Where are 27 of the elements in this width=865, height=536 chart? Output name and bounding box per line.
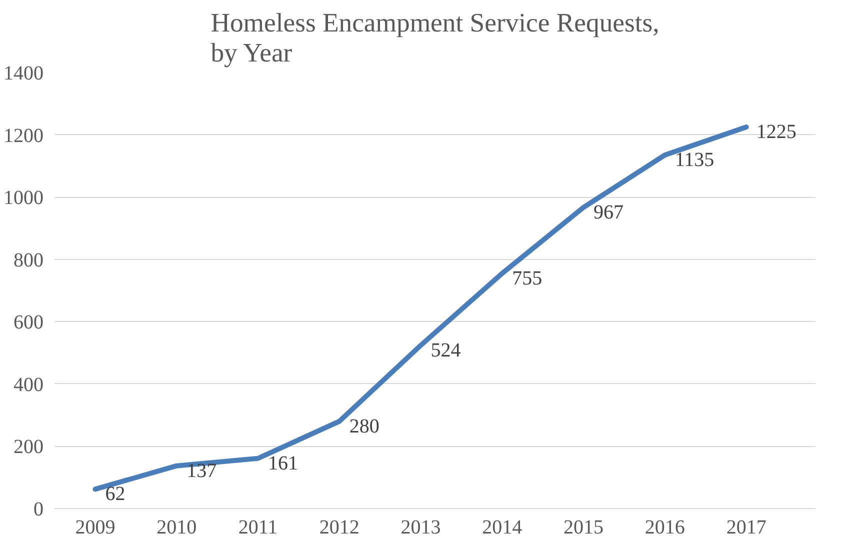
- data-label: 1135: [674, 149, 714, 172]
- x-tick-label: 2017: [726, 516, 766, 536]
- data-label: 1225: [756, 121, 796, 143]
- data-label: 161: [268, 452, 298, 474]
- y-tick-label: 0: [34, 498, 44, 520]
- x-tick-label: 2011: [238, 516, 278, 536]
- y-tick-label: 800: [14, 249, 44, 272]
- data-label: 62: [105, 483, 126, 506]
- x-tick-label: 2014: [482, 516, 522, 536]
- x-tick-label: 2015: [564, 516, 604, 536]
- x-tick-label: 2013: [400, 516, 441, 536]
- x-tick-label: 2009: [75, 516, 116, 536]
- x-tick-label: 2012: [319, 516, 360, 536]
- x-tick-label: 2010: [156, 516, 197, 536]
- data-label: 137: [186, 460, 217, 482]
- y-tick-label: 1200: [4, 124, 44, 147]
- data-label: 524: [430, 339, 461, 362]
- data-label: 967: [594, 201, 624, 224]
- x-tick-label: 2016: [644, 516, 685, 536]
- data-label: 280: [349, 415, 380, 438]
- y-tick-label: 600: [14, 312, 44, 334]
- chart-title: Homeless Encampment Service Requests, by Year: [210, 8, 660, 68]
- y-tick-label: 400: [14, 374, 44, 396]
- y-tick-label: 1000: [4, 187, 44, 210]
- y-tick-label: 200: [14, 436, 44, 458]
- y-tick-label: 1400: [4, 62, 44, 84]
- data-label: 755: [512, 267, 542, 290]
